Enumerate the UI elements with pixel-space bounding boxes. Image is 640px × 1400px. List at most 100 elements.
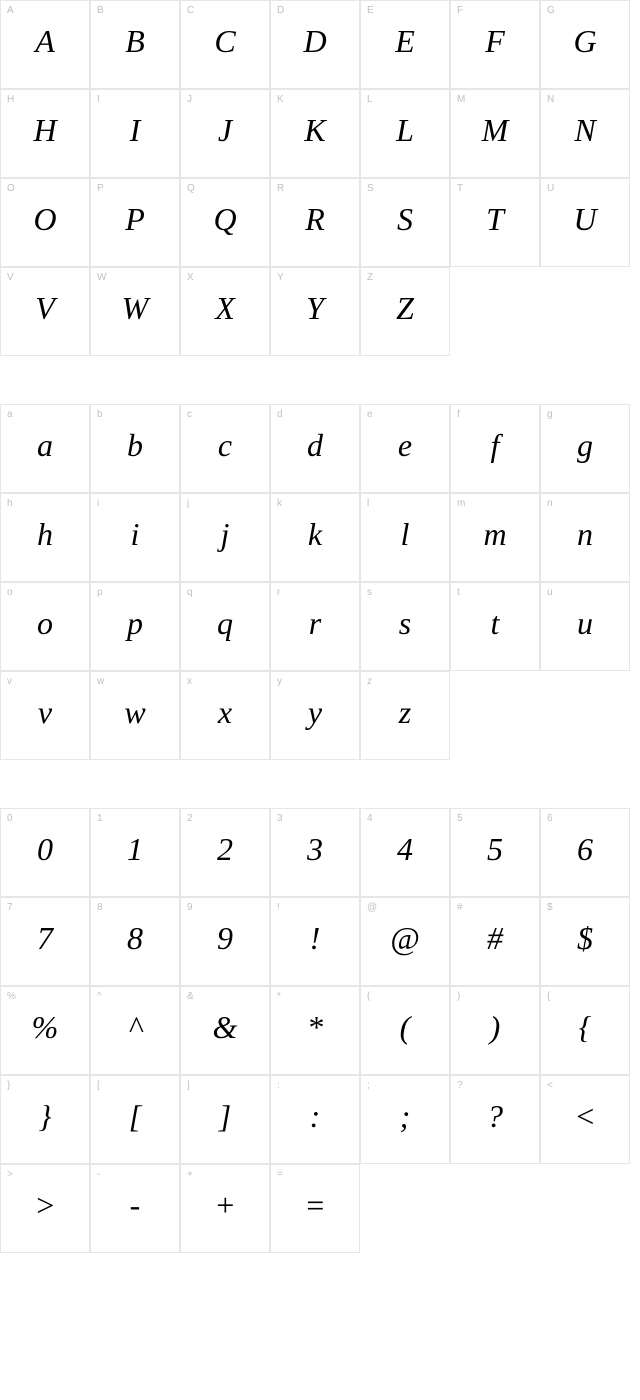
glyph-cell-label: #	[457, 902, 463, 913]
glyph-cell-label: A	[7, 5, 14, 16]
glyph-cell: DD	[270, 0, 360, 89]
glyph-cell-glyph: L	[396, 111, 414, 148]
glyph-cell-label: D	[277, 5, 284, 16]
glyph-cell: ++	[180, 1164, 270, 1253]
glyph-cell-glyph: (	[400, 1008, 411, 1045]
glyph-cell-glyph: <	[574, 1097, 596, 1134]
glyph-cell: pp	[90, 582, 180, 671]
glyph-cell: qq	[180, 582, 270, 671]
glyph-cell-label: E	[367, 5, 374, 16]
glyph-cell: rr	[270, 582, 360, 671]
glyph-cell-label: &	[187, 991, 194, 1002]
glyph-cell: cc	[180, 404, 270, 493]
glyph-cell: JJ	[180, 89, 270, 178]
glyph-cell-glyph: I	[130, 111, 141, 148]
glyph-cell: TT	[450, 178, 540, 267]
glyph-cell-glyph: @	[390, 919, 419, 956]
glyph-cell-label: !	[277, 902, 280, 913]
glyph-cell: GG	[540, 0, 630, 89]
glyph-cell: 88	[90, 897, 180, 986]
glyph-cell-glyph: N	[574, 111, 595, 148]
glyph-cell-label: 8	[97, 902, 103, 913]
glyph-cell-glyph: B	[125, 22, 145, 59]
glyph-cell-glyph: O	[33, 200, 56, 237]
glyph-cell-glyph: K	[304, 111, 325, 148]
glyph-chart: AABBCCDDEEFFGGHHIIJJKKLLMMNNOOPPQQRRSSTT…	[0, 0, 640, 1253]
glyph-cell-label: %	[7, 991, 16, 1002]
glyph-cell: 33	[270, 808, 360, 897]
glyph-cell-label: G	[547, 5, 555, 16]
glyph-cell: NN	[540, 89, 630, 178]
glyph-cell-glyph: R	[305, 200, 325, 237]
glyph-cell-label: }	[7, 1080, 10, 1091]
glyph-cell-glyph: *	[307, 1008, 323, 1045]
glyph-cell-label: 7	[7, 902, 13, 913]
glyph-cell-glyph: e	[398, 426, 412, 463]
glyph-cell: LL	[360, 89, 450, 178]
glyph-cell: CC	[180, 0, 270, 89]
glyph-cell-label: y	[277, 676, 282, 687]
glyph-cell: UU	[540, 178, 630, 267]
glyph-cell-glyph: :	[310, 1097, 321, 1134]
glyph-cell: dd	[270, 404, 360, 493]
glyph-cell: **	[270, 986, 360, 1075]
glyph-cell: kk	[270, 493, 360, 582]
glyph-cell-glyph: +	[214, 1186, 236, 1223]
glyph-cell-glyph: s	[399, 604, 411, 641]
glyph-cell: ^^	[90, 986, 180, 1075]
glyph-cell-label: T	[457, 183, 463, 194]
glyph-cell-label: h	[7, 498, 13, 509]
glyph-cell-label: >	[7, 1169, 13, 1180]
glyph-cell-glyph: J	[218, 111, 232, 148]
glyph-cell-glyph: r	[309, 604, 321, 641]
glyph-cell-glyph: j	[221, 515, 230, 552]
glyph-cell-glyph: 0	[37, 830, 53, 867]
glyph-cell-glyph: }	[39, 1097, 52, 1134]
glyph-cell: BB	[90, 0, 180, 89]
empty-cell	[540, 1164, 630, 1253]
glyph-cell-label: F	[457, 5, 463, 16]
glyph-cell-label: l	[367, 498, 369, 509]
glyph-cell-label: v	[7, 676, 12, 687]
glyph-cell-label: P	[97, 183, 104, 194]
glyph-cell-glyph: ;	[400, 1097, 411, 1134]
glyph-cell-label: z	[367, 676, 372, 687]
glyph-cell: ii	[90, 493, 180, 582]
glyph-cell: uu	[540, 582, 630, 671]
glyph-cell-label: *	[277, 991, 281, 1002]
glyph-cell: ==	[270, 1164, 360, 1253]
glyph-cell: ((	[360, 986, 450, 1075]
glyph-cell-label: H	[7, 94, 14, 105]
glyph-cell: ee	[360, 404, 450, 493]
glyph-cell-glyph: p	[127, 604, 143, 641]
glyph-cell: mm	[450, 493, 540, 582]
glyph-cell-label: (	[367, 991, 370, 1002]
glyph-cell: yy	[270, 671, 360, 760]
glyph-cell-label: :	[277, 1080, 280, 1091]
empty-cell	[540, 267, 630, 356]
glyph-cell-label: x	[187, 676, 192, 687]
glyph-cell-glyph: #	[487, 919, 503, 956]
glyph-cell: !!	[270, 897, 360, 986]
glyph-cell: QQ	[180, 178, 270, 267]
glyph-cell-glyph: F	[485, 22, 505, 59]
glyph-cell: ::	[270, 1075, 360, 1164]
glyph-cell-label: ]	[187, 1080, 190, 1091]
glyph-cell-label: U	[547, 183, 554, 194]
glyph-cell-label: c	[187, 409, 192, 420]
glyph-cell-label: Z	[367, 272, 373, 283]
glyph-cell: 00	[0, 808, 90, 897]
glyph-cell-glyph: h	[37, 515, 53, 552]
glyph-cell: ff	[450, 404, 540, 493]
glyph-cell: %%	[0, 986, 90, 1075]
glyph-cell: gg	[540, 404, 630, 493]
glyph-cell-label: 5	[457, 813, 463, 824]
glyph-cell: jj	[180, 493, 270, 582]
glyph-cell: zz	[360, 671, 450, 760]
glyph-cell-glyph: H	[33, 111, 56, 148]
glyph-cell-label: p	[97, 587, 103, 598]
glyph-cell-glyph: 9	[217, 919, 233, 956]
glyph-cell-glyph: A	[35, 22, 55, 59]
glyph-cell-label: {	[547, 991, 550, 1002]
glyph-cell-label: f	[457, 409, 460, 420]
